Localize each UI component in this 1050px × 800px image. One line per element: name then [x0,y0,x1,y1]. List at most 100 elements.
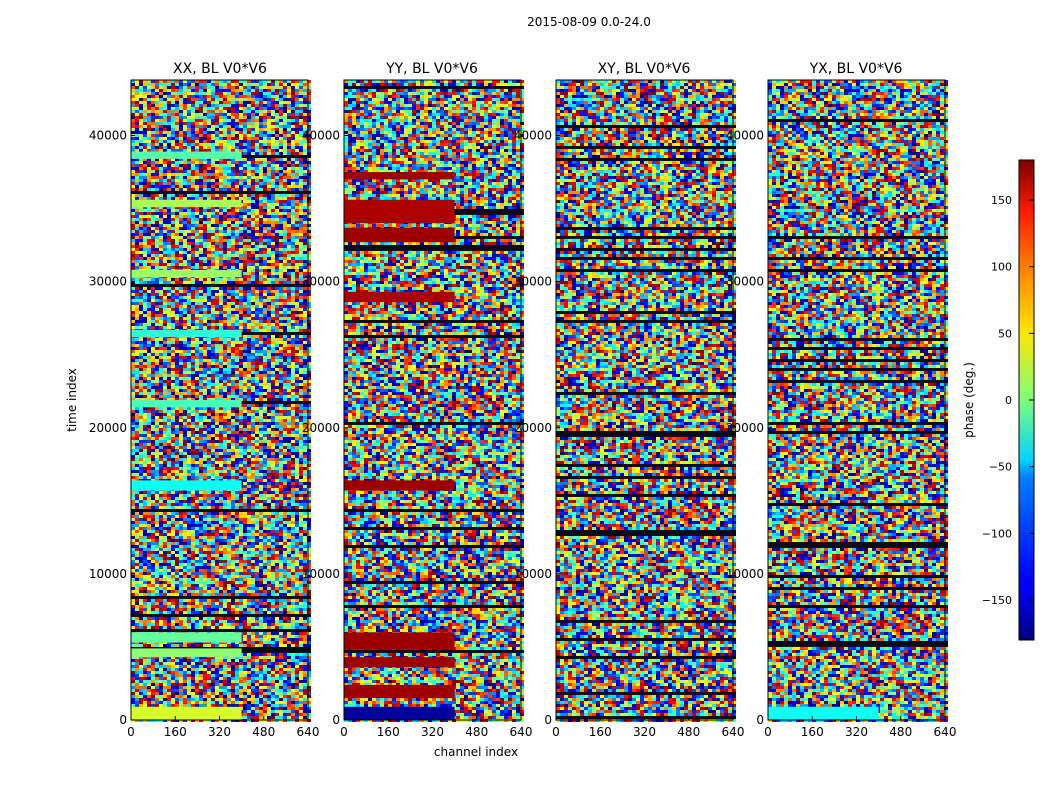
heatmap-cell [279,173,283,176]
heatmap-cell [211,146,215,149]
heatmap-cell [283,152,287,155]
heatmap-cell [139,146,143,149]
heatmap-cell [163,86,167,89]
heatmap-cell [231,95,235,98]
heatmap-cell [239,110,243,113]
heatmap-cell [179,122,183,125]
heatmap-cell [147,134,151,137]
heatmap-cell [275,143,279,146]
heatmap-cell [299,167,303,170]
heatmap-cell [235,119,239,122]
heatmap-cell [283,113,287,116]
heatmap-cell [239,212,243,215]
heatmap-cell [299,155,303,158]
heatmap-cell [179,113,183,116]
heatmap-cell [163,110,167,113]
heatmap-cell [151,161,155,164]
heatmap-cell [183,128,187,131]
heatmap-cell [219,140,223,143]
heatmap-cell [187,98,191,101]
heatmap-cell [211,122,215,125]
heatmap-cell [175,131,179,134]
heatmap-cell [207,110,211,113]
heatmap-cell [171,161,175,164]
heatmap-cell [159,185,163,188]
heatmap-cell [267,143,271,146]
heatmap-cell [251,203,255,206]
heatmap-cell [187,116,191,119]
heatmap-cell [251,179,255,182]
heatmap-cell [187,194,191,197]
heatmap-cell [287,131,291,134]
heatmap-cell [163,170,167,173]
heatmap-cell [279,200,283,203]
heatmap-cell [191,197,195,200]
heatmap-cell [291,215,295,218]
heatmap-cell [211,83,215,86]
heatmap-cell [295,146,299,149]
heatmap-cell [251,194,255,197]
heatmap-cell [279,140,283,143]
heatmap-cell [163,173,167,176]
heatmap-cell [155,83,159,86]
heatmap-cell [175,137,179,140]
heatmap-cell [167,116,171,119]
y-axis-label: time index [65,368,79,432]
heatmap-cell [199,101,203,104]
heatmap-cell [215,176,219,179]
heatmap-cell [183,167,187,170]
heatmap-cell [163,143,167,146]
heatmap-cell [159,170,163,173]
heatmap-cell [187,104,191,107]
heatmap-cell [303,92,307,95]
heatmap-cell [215,83,219,86]
heatmap-cell [287,110,291,113]
heatmap-cell [155,146,159,149]
heatmap-cell [147,101,151,104]
heatmap-cell [211,194,215,197]
heatmap-cell [147,122,151,125]
heatmap-cell [147,176,151,179]
heatmap-cell [247,164,251,167]
heatmap-cell [163,98,167,101]
heatmap-cell [259,167,263,170]
heatmap-cell [159,221,163,224]
heatmap-cell [155,194,159,197]
heatmap-cell [147,104,151,107]
heatmap-cell [223,188,227,191]
heatmap-cell [167,92,171,95]
heatmap-cell [199,191,203,194]
heatmap-cell [251,164,255,167]
heatmap-cell [259,173,263,176]
heatmap-cell [187,182,191,185]
heatmap-cell [255,110,259,113]
heatmap-cell [251,215,255,218]
heatmap-cell [247,209,251,212]
heatmap-cell [159,164,163,167]
heatmap-cell [219,191,223,194]
heatmap-cell [279,149,283,152]
heatmap-cell [231,101,235,104]
heatmap-cell [259,140,263,143]
heatmap-cell [211,131,215,134]
heatmap-cell [271,215,275,218]
heatmap-cell [131,173,135,176]
heatmap-cell [163,215,167,218]
heatmap-cell [279,101,283,104]
heatmap-cell [163,134,167,137]
heatmap-cell [167,98,171,101]
heatmap-cell [267,176,271,179]
heatmap-cell [247,152,251,155]
heatmap-cell [171,179,175,182]
heatmap-cell [275,194,279,197]
heatmap-cell [263,209,267,212]
heatmap-cell [219,86,223,89]
heatmap-cell [247,194,251,197]
heatmap-cell [299,101,303,104]
heatmap-cell [211,128,215,131]
heatmap-cell [199,107,203,110]
heatmap-cell [211,140,215,143]
heatmap-cell [267,203,271,206]
heatmap-cell [219,188,223,191]
heatmap-cell [255,152,259,155]
